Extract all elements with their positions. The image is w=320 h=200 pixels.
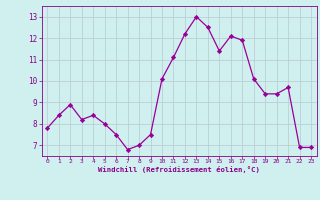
X-axis label: Windchill (Refroidissement éolien,°C): Windchill (Refroidissement éolien,°C): [98, 166, 260, 173]
